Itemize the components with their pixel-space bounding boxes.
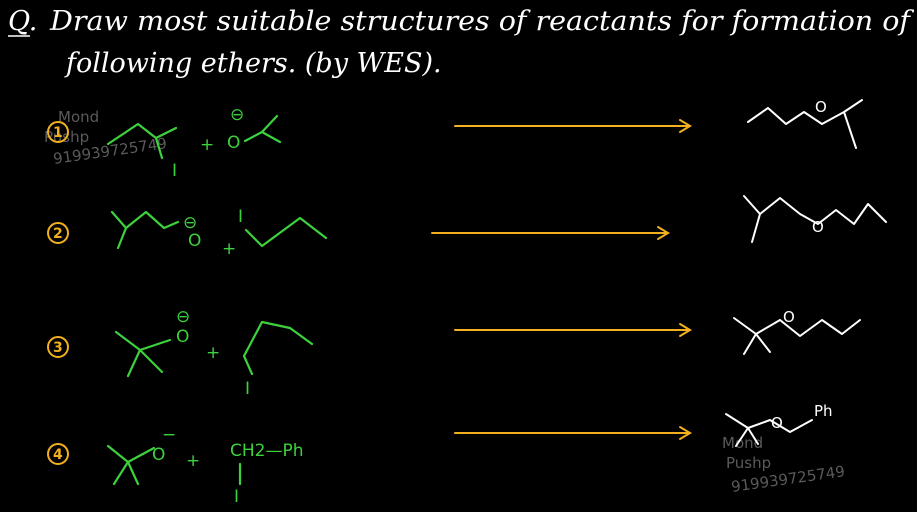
negative-charge: ⊖ xyxy=(176,307,190,327)
plus-sign: + xyxy=(186,451,200,471)
row-number-circle xyxy=(47,222,69,244)
product-oxygen: O xyxy=(812,218,824,236)
question-line-2: following ethers. (by WES). xyxy=(64,48,442,79)
tert-butyl-skeleton xyxy=(114,330,172,378)
product-ether-2 xyxy=(743,195,887,243)
phenyl-label: Ph xyxy=(814,402,833,420)
negative-charge: ⊖ xyxy=(230,105,244,125)
row-number-circle xyxy=(47,443,69,465)
row-number: 1 xyxy=(53,125,63,141)
watermark-name-1: Mond xyxy=(58,108,99,126)
propyl-chain xyxy=(106,122,178,146)
product-oxygen: O xyxy=(771,414,783,432)
oxygen-label: O xyxy=(227,133,240,153)
oxygen-label: O xyxy=(152,445,165,465)
plus-sign: + xyxy=(200,135,214,155)
row-number-circle xyxy=(47,121,69,143)
row-number: 4 xyxy=(53,447,63,463)
negative-charge: − xyxy=(162,425,176,445)
bond-to-iodine xyxy=(242,354,254,376)
arrow-head xyxy=(657,226,670,240)
product-oxygen: O xyxy=(783,308,795,326)
isobutyl-chain xyxy=(110,210,180,250)
reaction-row-4: 4 O − + CH2—Ph I O Ph xyxy=(47,402,833,507)
isopropoxide-skeleton xyxy=(243,114,282,144)
plus-sign: + xyxy=(206,343,220,363)
arrow-head xyxy=(679,119,692,133)
iodine-label: I xyxy=(238,207,243,227)
row-number-circle xyxy=(47,336,69,358)
oxygen-label: O xyxy=(176,327,189,347)
watermark-bottom: Mond Pushp 919939725749 xyxy=(722,434,846,496)
reaction-row-1: 1 I + O ⊖ O xyxy=(47,98,863,181)
reaction-row-2: 2 ⊖ O + I O xyxy=(47,195,887,259)
benzyl-group: CH2—Ph xyxy=(230,441,304,461)
product-ether-1 xyxy=(747,99,863,149)
reaction-row-3: 3 ⊖ O + I O xyxy=(47,307,861,399)
row-number: 2 xyxy=(53,226,63,242)
product-ether-3 xyxy=(733,317,861,355)
plus-sign: + xyxy=(222,239,236,259)
bond-to-iodine xyxy=(154,136,164,160)
arrow-head xyxy=(679,426,692,440)
row-number: 3 xyxy=(53,340,63,356)
iodine-label: I xyxy=(172,161,177,181)
product-ether-4 xyxy=(725,413,813,447)
question-heading: Q. Draw most suitable structures of reac… xyxy=(8,6,914,79)
product-oxygen: O xyxy=(815,98,827,116)
question-line-1: Draw most suitable structures of reactan… xyxy=(49,6,914,37)
iodine-label: I xyxy=(234,487,239,507)
question-marker: Q. xyxy=(8,6,37,37)
negative-charge: ⊖ xyxy=(183,213,197,233)
watermark-name-1: Mond xyxy=(722,434,763,452)
oxygen-label: O xyxy=(188,231,201,251)
watermark-name-2: Pushp xyxy=(726,454,771,472)
iodine-label: I xyxy=(245,379,250,399)
tert-butyl-skeleton xyxy=(106,444,156,486)
ethyl-chain xyxy=(244,216,328,248)
arrow-head xyxy=(679,323,692,337)
propyl-chain xyxy=(242,320,314,358)
